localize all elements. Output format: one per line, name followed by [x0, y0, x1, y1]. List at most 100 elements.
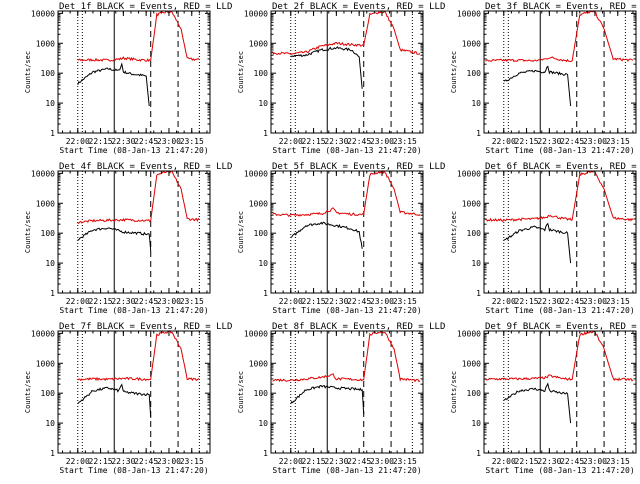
y-tick-label: 10	[471, 99, 481, 108]
panel-title: Det 7f BLACK = Events, RED = LLD	[59, 322, 232, 332]
lld-series-line	[77, 330, 200, 382]
x-tick-label: 23:00	[370, 137, 394, 146]
x-tick-label: 23:15	[393, 137, 417, 146]
panel-det-4: Det 4f BLACK = Events, RED = LLD 1 10 100 10…	[24, 162, 232, 315]
panel-title: Det 4f BLACK = Events, RED = LLD	[59, 162, 232, 172]
y-tick-label: 1000	[36, 359, 55, 368]
events-series-line	[77, 227, 152, 252]
y-tick-label: 10	[45, 99, 55, 108]
y-tick-label: 1000	[249, 199, 268, 208]
y-tick-label: 1000	[249, 359, 268, 368]
y-tick-label: 10000	[31, 329, 55, 338]
x-tick-label: 22:45	[134, 137, 158, 146]
y-tick-label: 1	[476, 129, 481, 138]
x-tick-label: 22:15	[515, 457, 539, 466]
y-axis-label: Counts/sec	[450, 211, 458, 253]
y-axis-label: Counts/sec	[237, 211, 245, 253]
x-tick-label: 23:15	[606, 457, 630, 466]
y-tick-label: 1	[263, 289, 268, 298]
x-axis-label: Start Time (08-Jan-13 21:47:20)	[59, 146, 208, 155]
plot-frame	[483, 170, 637, 294]
y-tick-label: 10	[258, 259, 268, 268]
x-tick-label: 23:15	[393, 457, 417, 466]
x-tick-label: 22:45	[134, 297, 158, 306]
lld-series-line	[272, 331, 421, 383]
x-tick-label: 22:30	[537, 137, 561, 146]
y-tick-label: 100	[467, 69, 482, 78]
panel-det-6: Det 6f BLACK = Events, RED = LLD 1 10 100 10…	[450, 162, 640, 315]
plot-frame	[57, 10, 211, 134]
y-axis-label: Counts/sec	[237, 371, 245, 413]
lld-series-line	[485, 330, 634, 382]
x-tick-label: 22:30	[324, 297, 348, 306]
events-series-line	[290, 221, 363, 249]
panel-det-5: Det 5f BLACK = Events, RED = LLD 1 10 100 10…	[237, 162, 445, 315]
x-tick-label: 22:00	[492, 137, 516, 146]
x-tick-label: 23:00	[370, 297, 394, 306]
x-axis-label: Start Time (08-Jan-13 21:47:20)	[485, 466, 634, 475]
x-tick-label: 22:15	[89, 297, 113, 306]
y-tick-label: 100	[41, 229, 56, 238]
x-tick-label: 22:15	[515, 137, 539, 146]
x-tick-label: 22:00	[279, 137, 303, 146]
x-tick-label: 23:00	[157, 137, 181, 146]
plot-frame	[483, 330, 637, 454]
y-tick-label: 100	[254, 69, 269, 78]
y-tick-label: 100	[467, 229, 482, 238]
panel-title: Det 2f BLACK = Events, RED = LLD	[272, 2, 445, 12]
x-tick-label: 22:15	[302, 297, 326, 306]
lld-series-line	[272, 11, 421, 55]
y-axis-label: Counts/sec	[24, 51, 32, 93]
y-tick-label: 1000	[462, 359, 481, 368]
plot-frame	[270, 10, 424, 134]
y-tick-label: 1	[50, 449, 55, 458]
events-series-line	[503, 222, 572, 264]
x-tick-label: 22:15	[89, 457, 113, 466]
x-tick-label: 22:45	[347, 297, 371, 306]
y-tick-label: 100	[41, 389, 56, 398]
y-axis-label: Counts/sec	[450, 371, 458, 413]
x-tick-label: 23:15	[393, 297, 417, 306]
plot-frame	[483, 10, 637, 134]
x-tick-label: 22:00	[279, 457, 303, 466]
y-tick-label: 100	[254, 389, 269, 398]
panel-title: Det 1f BLACK = Events, RED = LLD	[59, 2, 232, 12]
y-tick-label: 10000	[457, 9, 481, 18]
y-tick-label: 10	[45, 419, 55, 428]
panel-title: Det 5f BLACK = Events, RED = LLD	[272, 162, 445, 172]
y-tick-label: 10000	[244, 9, 268, 18]
y-tick-label: 1000	[462, 199, 481, 208]
y-tick-label: 100	[41, 69, 56, 78]
plot-frame	[270, 170, 424, 294]
x-tick-label: 22:30	[324, 137, 348, 146]
x-tick-label: 23:15	[180, 457, 204, 466]
x-tick-label: 22:45	[560, 297, 584, 306]
y-tick-label: 1	[50, 289, 55, 298]
events-series-line	[77, 383, 152, 418]
x-tick-label: 22:00	[492, 297, 516, 306]
panel-title: Det 6f BLACK = Events, RED = LLD	[485, 162, 640, 172]
y-tick-label: 10000	[31, 169, 55, 178]
x-axis-label: Start Time (08-Jan-13 21:47:20)	[272, 466, 421, 475]
events-series-line	[503, 382, 572, 424]
x-tick-label: 22:30	[111, 137, 135, 146]
y-tick-label: 10000	[31, 9, 55, 18]
panel-title: Det 3f BLACK = Events, RED = LLD	[485, 2, 640, 12]
y-tick-label: 1	[263, 449, 268, 458]
x-tick-label: 23:00	[370, 457, 394, 466]
y-tick-label: 1	[263, 129, 268, 138]
lld-series-line	[272, 170, 421, 218]
y-tick-label: 1	[476, 449, 481, 458]
y-tick-label: 10000	[457, 329, 481, 338]
y-tick-label: 1000	[249, 39, 268, 48]
x-tick-label: 22:30	[111, 457, 135, 466]
x-axis-label: Start Time (08-Jan-13 21:47:20)	[272, 146, 421, 155]
x-tick-label: 22:30	[324, 457, 348, 466]
y-tick-label: 1000	[462, 39, 481, 48]
y-axis-label: Counts/sec	[24, 371, 32, 413]
x-tick-label: 22:45	[560, 457, 584, 466]
plot-frame	[57, 330, 211, 454]
y-tick-label: 10000	[244, 329, 268, 338]
y-tick-label: 10	[471, 419, 481, 428]
lld-series-line	[77, 170, 200, 224]
